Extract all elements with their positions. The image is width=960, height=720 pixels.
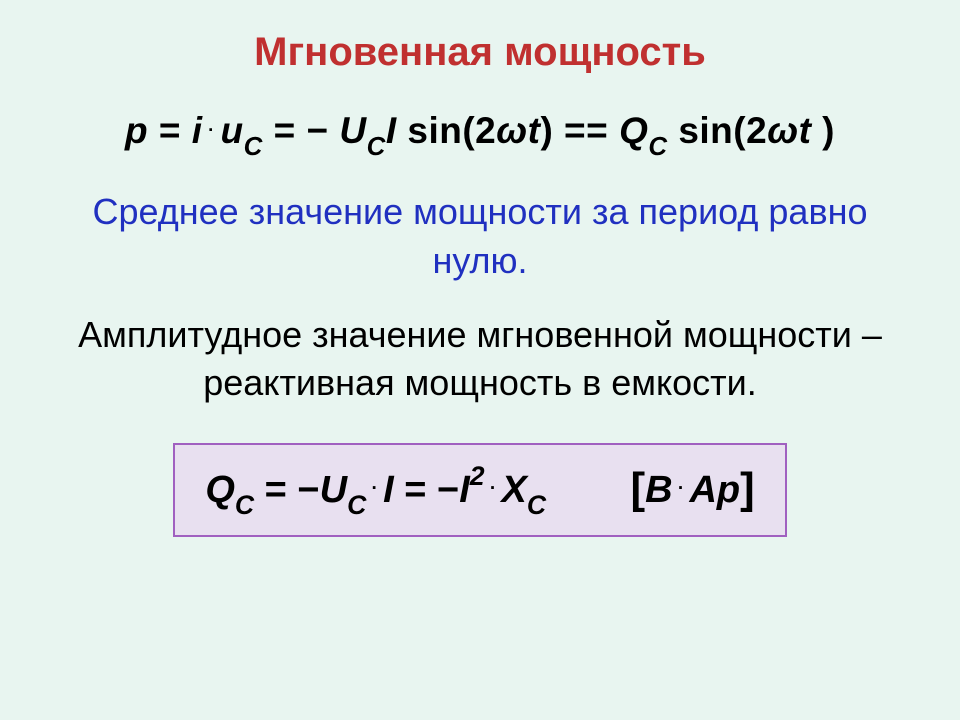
text-average-power: Среднее значение мощности за период равн… xyxy=(20,188,940,285)
sup-2: 2 xyxy=(470,461,485,491)
var-t: t xyxy=(799,110,812,151)
right-bracket: ] xyxy=(740,464,755,513)
op-dot: · xyxy=(203,119,221,140)
fn-sin: sin(2 xyxy=(668,110,768,151)
var-omega: ω xyxy=(496,110,527,151)
sub-c: C xyxy=(527,490,546,520)
var-U: U xyxy=(339,110,366,151)
unit-B: B xyxy=(645,469,672,511)
var-U: U xyxy=(320,469,347,511)
close-paren: ) xyxy=(540,110,553,151)
sub-c: C xyxy=(244,133,263,161)
var-omega: ω xyxy=(767,110,798,151)
sub-c: C xyxy=(235,490,254,520)
text-reactive-power: Амплитудное значение мгновенной мощности… xyxy=(20,311,940,408)
equation-reactive-power-box: QC = −UC · I = −I2 · XC [B · Aр] xyxy=(173,443,786,538)
var-t: t xyxy=(528,110,541,151)
op-dot: · xyxy=(485,478,502,499)
sub-c: C xyxy=(367,133,386,161)
op-eq-neg: = − xyxy=(254,469,320,511)
op-dot: · xyxy=(673,478,690,499)
sub-c: C xyxy=(648,133,667,161)
left-bracket: [ xyxy=(631,464,646,513)
slide: Мгновенная мощность p = i · uC = − UCI s… xyxy=(0,0,960,720)
var-Q: Q xyxy=(205,469,235,511)
var-X: X xyxy=(501,469,526,511)
op-eqeq: == xyxy=(553,110,619,151)
var-p: p xyxy=(125,110,148,151)
op-eq-neg: = − xyxy=(394,469,460,511)
op-eq: = xyxy=(148,110,192,151)
close-paren: ) xyxy=(811,110,835,151)
unit-Ap: Aр xyxy=(689,469,740,511)
var-u: u xyxy=(221,110,244,151)
equation-instantaneous-power: p = i · uC = − UCI sin(2ωt) == QC sin(2ω… xyxy=(125,110,835,158)
op-eq: = xyxy=(263,110,307,151)
var-I: I xyxy=(459,469,470,511)
slide-title: Мгновенная мощность xyxy=(254,30,706,75)
var-Q: Q xyxy=(619,110,648,151)
fn-sin: sin(2 xyxy=(397,110,497,151)
op-minus: − xyxy=(306,110,339,151)
sub-c: C xyxy=(347,490,366,520)
gap xyxy=(546,469,630,511)
var-I: I xyxy=(386,110,397,151)
op-dot: · xyxy=(366,478,383,499)
var-i: i xyxy=(192,110,203,151)
var-I: I xyxy=(383,469,394,511)
